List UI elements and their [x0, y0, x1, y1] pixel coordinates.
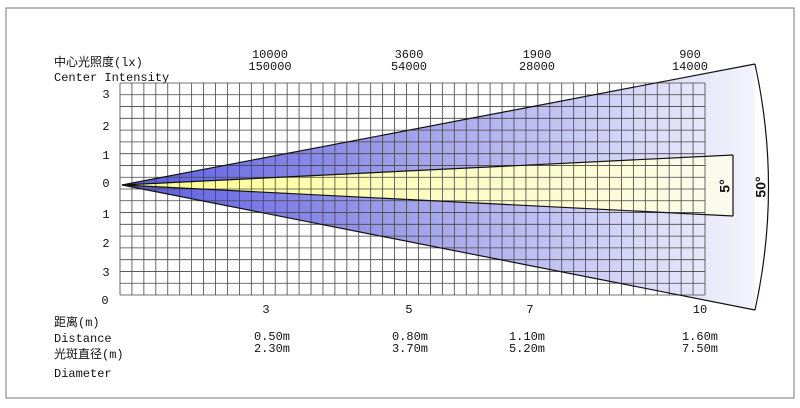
narrow-angle: 5° [717, 179, 733, 192]
intensity-value: 1900 [523, 48, 552, 62]
distance-label-cn: 距离(m) [54, 314, 100, 330]
intensity-value: 54000 [391, 60, 427, 74]
intensity-value: 150000 [248, 60, 291, 74]
diameter-value: 2.30m [254, 342, 290, 356]
distance-value: 7 [526, 303, 533, 317]
beam-lines [121, 63, 770, 311]
diameter-value: 0.80m [392, 330, 428, 344]
intensity-label-cn: 中心光照度(lx) [54, 54, 143, 70]
intensity-value: 28000 [519, 60, 555, 74]
intensity-value: 10000 [252, 48, 288, 62]
diameter-value: 5.20m [509, 342, 545, 356]
y-label: 3 [102, 266, 109, 280]
y-label: 1 [102, 149, 109, 163]
diameter-value: 1.60m [682, 330, 718, 344]
diameter-label-en: Diameter [54, 367, 112, 381]
frame [5, 7, 795, 399]
diameter-label-cn: 光斑直径(m) [54, 347, 124, 362]
intensity-value: 900 [679, 48, 701, 62]
distance-label-en: Distance [54, 332, 112, 346]
intensity-label-en: Center Intensity [54, 71, 169, 85]
y-label: 3 [102, 88, 109, 102]
intensity-value: 14000 [672, 60, 708, 74]
distance-value: 10 [693, 303, 707, 317]
diameter-value: 3.70m [392, 342, 428, 356]
distance-value: 3 [262, 303, 269, 317]
distance-value: 5 [405, 303, 412, 317]
diameter-value: 0.50m [254, 330, 290, 344]
y-label: 2 [102, 237, 109, 251]
corner-label: 0 [101, 294, 108, 308]
wide-angle: 50° [753, 176, 769, 197]
y-label: 0 [102, 177, 109, 191]
y-label: 1 [102, 208, 109, 222]
intensity-value: 3600 [395, 48, 424, 62]
grid [119, 82, 706, 296]
y-label: 2 [102, 120, 109, 134]
diameter-value: 1.10m [509, 330, 545, 344]
diameter-value: 7.50m [682, 342, 718, 356]
